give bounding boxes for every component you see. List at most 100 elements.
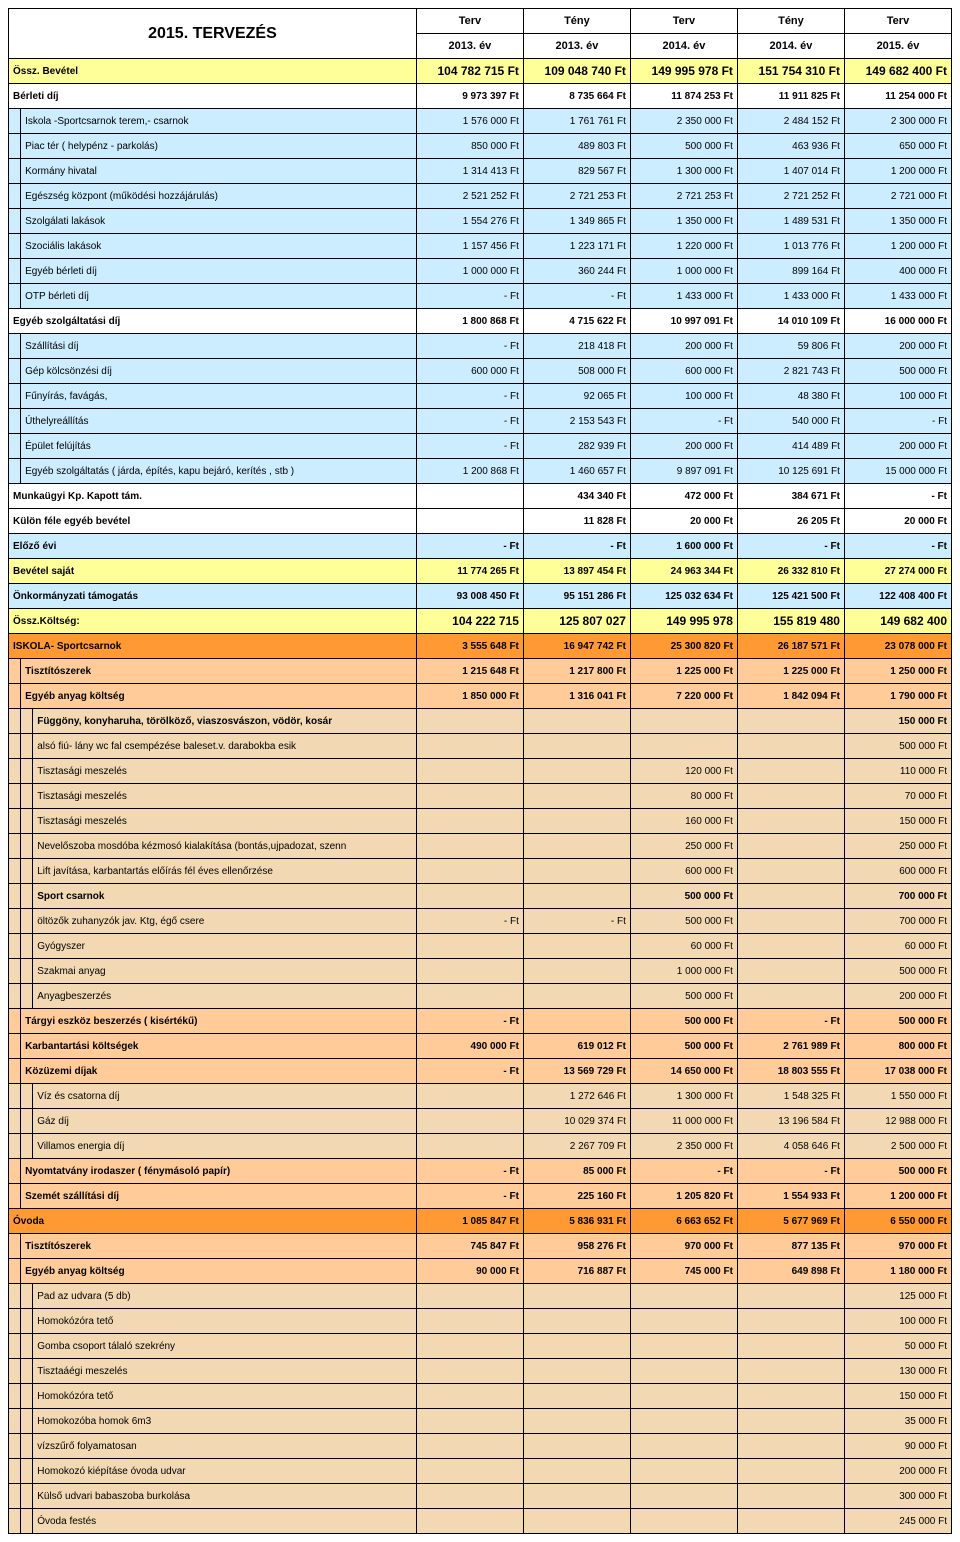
row-label: Villamos energia díj [33,1134,417,1159]
indent-spacer [21,859,33,884]
table-row: Víz és csatorna díj 1 272 646 Ft1 300 000… [9,1084,952,1109]
indent-spacer [9,1234,21,1259]
value-cell: 1 215 648 Ft [416,659,523,684]
value-cell: 26 187 571 Ft [737,634,844,659]
value-cell: 1 200 000 Ft [844,159,951,184]
value-cell [630,1434,737,1459]
value-cell [416,859,523,884]
value-cell: 59 806 Ft [737,334,844,359]
table-row: Egyéb bérleti díj1 000 000 Ft360 244 Ft1… [9,259,952,284]
value-cell: 3 555 648 Ft [416,634,523,659]
value-cell: 35 000 Ft [844,1409,951,1434]
value-cell: 500 000 Ft [844,734,951,759]
value-cell [630,1309,737,1334]
value-cell: - Ft [523,534,630,559]
value-cell [523,1009,630,1034]
value-cell: 490 000 Ft [416,1034,523,1059]
indent-spacer [9,759,21,784]
value-cell: 500 000 Ft [630,134,737,159]
value-cell: 1 217 800 Ft [523,659,630,684]
value-cell [523,1509,630,1534]
value-cell: 500 000 Ft [844,359,951,384]
table-row: Gáz díj10 029 374 Ft11 000 000 Ft13 196 … [9,1109,952,1134]
value-cell: - Ft [737,534,844,559]
value-cell: 2 484 152 Ft [737,109,844,134]
value-cell: 90 000 Ft [844,1434,951,1459]
row-label: Össz.Költség: [9,609,417,634]
table-row: Fűnyírás, favágás,- Ft92 065 Ft100 000 F… [9,384,952,409]
value-cell [416,734,523,759]
value-cell [416,984,523,1009]
value-cell: 80 000 Ft [630,784,737,809]
value-cell [737,759,844,784]
col-head: 2013. év [523,34,630,59]
value-cell: 540 000 Ft [737,409,844,434]
value-cell: 24 963 344 Ft [630,559,737,584]
value-cell: 70 000 Ft [844,784,951,809]
value-cell: 1 350 000 Ft [844,209,951,234]
row-label: Bérleti díj [9,84,417,109]
indent-spacer [9,1384,21,1409]
value-cell: 2 721 253 Ft [630,184,737,209]
value-cell: 1 850 000 Ft [416,684,523,709]
value-cell: 850 000 Ft [416,134,523,159]
row-label: Egyéb szolgáltatási díj [9,309,417,334]
row-label: Homokózóra tető [33,1384,417,1409]
value-cell: - Ft [737,1009,844,1034]
value-cell: 1 300 000 Ft [630,1084,737,1109]
value-cell: 20 000 Ft [630,509,737,534]
value-cell: 400 000 Ft [844,259,951,284]
value-cell [523,984,630,1009]
value-cell [630,1284,737,1309]
table-row: Gyógyszer60 000 Ft60 000 Ft [9,934,952,959]
indent-spacer [21,1484,33,1509]
table-row: Homokózóra tető100 000 Ft [9,1309,952,1334]
value-cell: 160 000 Ft [630,809,737,834]
value-cell: 500 000 Ft [844,959,951,984]
indent-spacer [9,784,21,809]
indent-spacer [21,1509,33,1534]
row-label: Karbantartási költségek [21,1034,417,1059]
value-cell: 1 225 000 Ft [630,659,737,684]
table-row: Nevelőszoba mosdóba kézmosó kialakítása … [9,834,952,859]
value-cell: 600 000 Ft [630,859,737,884]
value-cell: 151 754 310 Ft [737,59,844,84]
table-row: Tisztítószerek1 215 648 Ft1 217 800 Ft1 … [9,659,952,684]
indent-spacer [9,334,21,359]
table-row: Szociális lakások1 157 456 Ft1 223 171 F… [9,234,952,259]
table-row: OTP bérleti díj- Ft- Ft1 433 000 Ft1 433… [9,284,952,309]
row-label: Gomba csoport tálaló szekrény [33,1334,417,1359]
indent-spacer [9,1034,21,1059]
value-cell: 200 000 Ft [844,984,951,1009]
value-cell [523,1484,630,1509]
value-cell: 1 225 000 Ft [737,659,844,684]
value-cell: 110 000 Ft [844,759,951,784]
value-cell: 829 567 Ft [523,159,630,184]
value-cell: 60 000 Ft [630,934,737,959]
value-cell: 1 220 000 Ft [630,234,737,259]
value-cell [523,1284,630,1309]
value-cell: 1 272 646 Ft [523,1084,630,1109]
value-cell [737,1434,844,1459]
header-row-1: 2015. TERVEZÉS Terv Tény Terv Tény Terv [9,9,952,34]
row-label: Víz és csatorna díj [33,1084,417,1109]
value-cell: 149 682 400 Ft [844,59,951,84]
value-cell: 1 180 000 Ft [844,1259,951,1284]
table-row: Anyagbeszerzés500 000 Ft200 000 Ft [9,984,952,1009]
indent-spacer [9,209,21,234]
value-cell: 122 408 400 Ft [844,584,951,609]
value-cell: - Ft [416,334,523,359]
value-cell: - Ft [416,1009,523,1034]
table-row: Külső udvari babaszoba burkolása300 000 … [9,1484,952,1509]
table-row: Úthelyreállítás- Ft2 153 543 Ft- Ft540 0… [9,409,952,434]
value-cell: 1 157 456 Ft [416,234,523,259]
value-cell: 1 013 776 Ft [737,234,844,259]
table-row: Iskola -Sportcsarnok terem,- csarnok1 57… [9,109,952,134]
row-label: Fűnyírás, favágás, [21,384,417,409]
indent-spacer [9,709,21,734]
indent-spacer [9,884,21,909]
value-cell [737,809,844,834]
value-cell: 26 205 Ft [737,509,844,534]
value-cell: 100 000 Ft [630,384,737,409]
row-label: Külön féle egyéb bevétel [9,509,417,534]
